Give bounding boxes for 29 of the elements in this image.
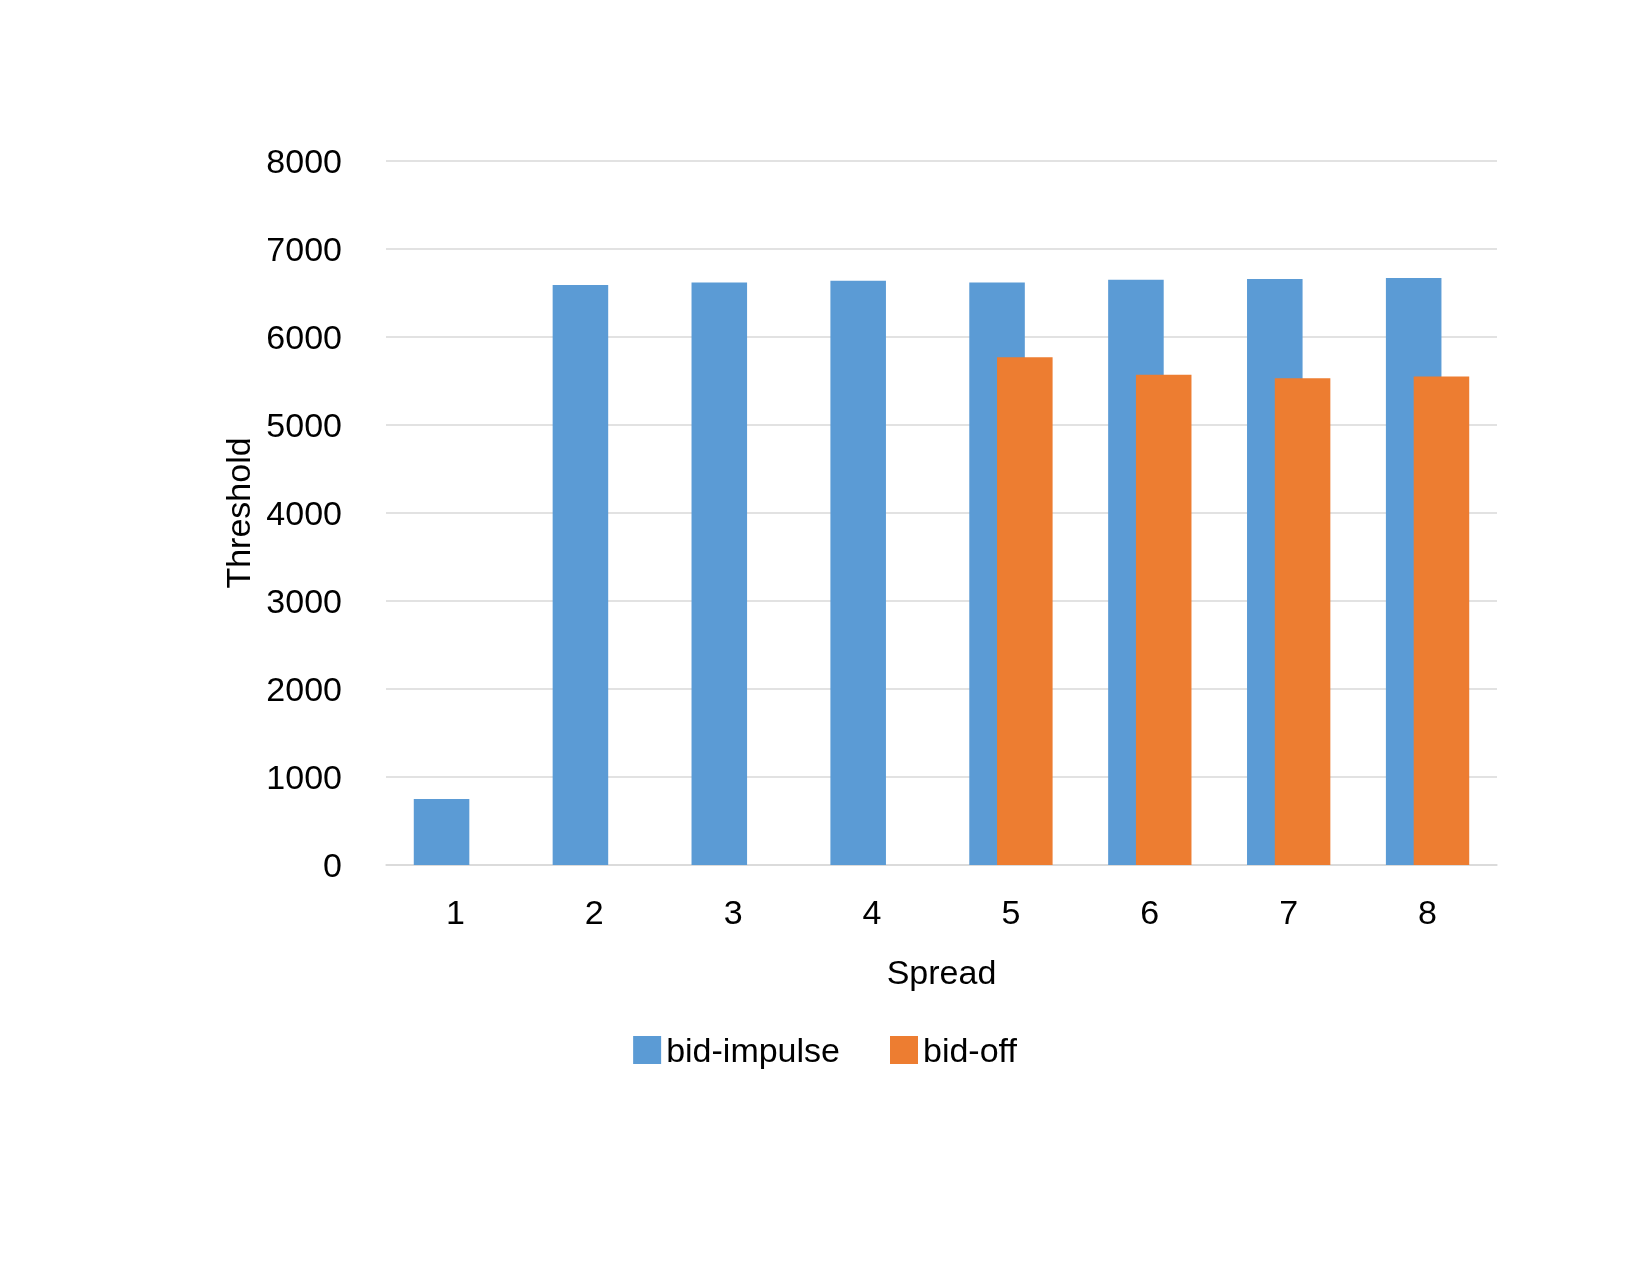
x-axis-title: Spread (886, 953, 997, 991)
y-tick-label: 8000 (266, 142, 342, 180)
bar (1135, 374, 1192, 865)
y-tick-label: 5000 (266, 406, 342, 444)
x-tick-label: 2 (584, 893, 604, 931)
y-tick-label: 3000 (266, 582, 342, 620)
bar (1413, 376, 1470, 865)
bar (1274, 378, 1331, 865)
x-tick-label: 3 (723, 893, 743, 931)
bar (997, 357, 1053, 865)
bar (552, 285, 609, 865)
y-tick-label: 4000 (266, 494, 342, 532)
y-tick-label: 6000 (266, 318, 342, 356)
y-tick-label: 7000 (266, 230, 342, 268)
y-tick-label: 2000 (266, 670, 342, 708)
legend-label: bid-impulse (666, 1031, 840, 1069)
legend-label: bid-off (922, 1031, 1018, 1069)
bar (413, 799, 470, 865)
x-tick-label: 1 (445, 893, 465, 931)
x-tick-label: 8 (1418, 893, 1438, 931)
y-axis-title: Threshold (219, 437, 258, 589)
bar (830, 280, 886, 865)
x-tick-label: 4 (862, 893, 882, 931)
y-tick-label: 0 (323, 846, 342, 884)
x-tick-label: 6 (1140, 893, 1160, 931)
bar (691, 282, 748, 865)
y-tick-label: 1000 (266, 758, 342, 796)
x-tick-label: 7 (1279, 893, 1299, 931)
x-tick-label: 5 (1001, 893, 1021, 931)
